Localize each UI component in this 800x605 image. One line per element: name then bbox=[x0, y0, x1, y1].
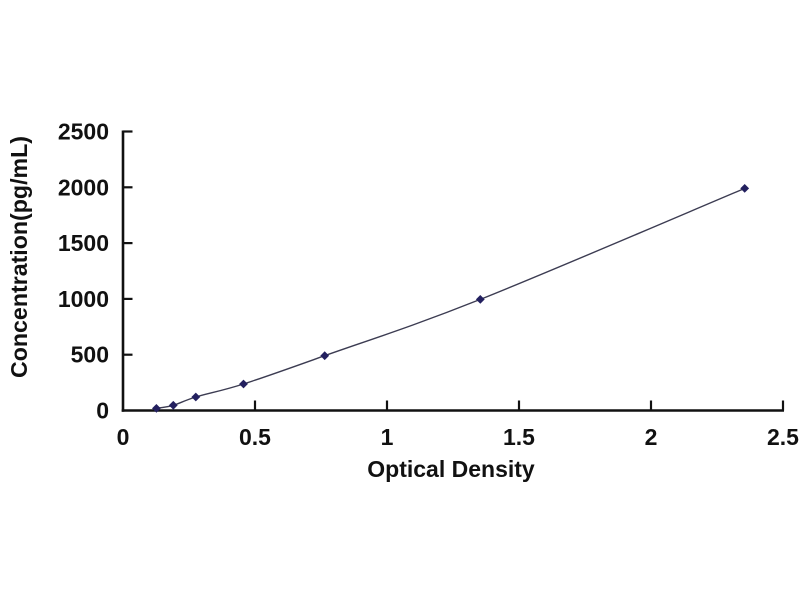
svg-text:0: 0 bbox=[117, 424, 130, 450]
svg-text:2000: 2000 bbox=[58, 174, 109, 200]
svg-text:1000: 1000 bbox=[58, 286, 109, 312]
svg-text:Concentration(pg/mL): Concentration(pg/mL) bbox=[6, 136, 32, 378]
svg-text:2500: 2500 bbox=[58, 119, 109, 145]
svg-text:0: 0 bbox=[96, 398, 109, 424]
svg-text:2.5: 2.5 bbox=[767, 424, 799, 450]
svg-text:2: 2 bbox=[645, 424, 658, 450]
svg-text:0.5: 0.5 bbox=[239, 424, 271, 450]
svg-text:1: 1 bbox=[381, 424, 394, 450]
svg-text:1500: 1500 bbox=[58, 230, 109, 256]
svg-text:Optical Density: Optical Density bbox=[367, 456, 535, 482]
svg-text:1.5: 1.5 bbox=[503, 424, 535, 450]
svg-text:500: 500 bbox=[71, 342, 109, 368]
